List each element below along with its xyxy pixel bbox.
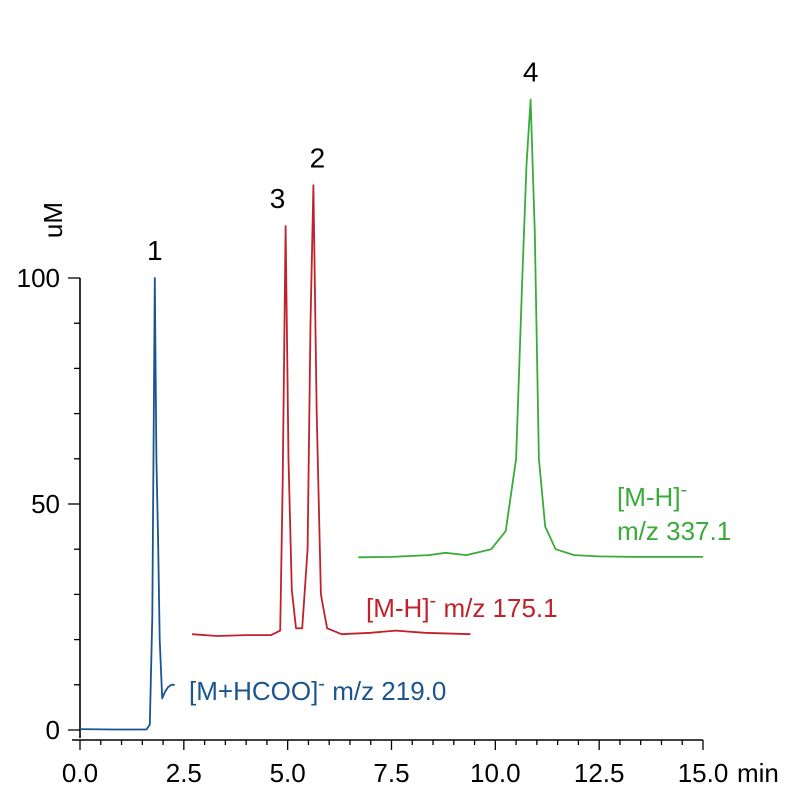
y-tick-label: 0 [46,715,60,745]
peak-label-2: 2 [310,142,326,173]
traces-group [79,98,703,731]
trace-line-3 [358,98,703,559]
trace-line-2 [192,184,471,637]
x-tick-label: 2.5 [166,758,202,788]
y-axis-title: uM [38,202,68,238]
x-tick-label: 7.5 [373,758,409,788]
y-tick-label: 50 [31,489,60,519]
annotation-series-1: [M+HCOO]- m/z 219.0 [189,673,446,706]
x-tick-label: 5.0 [270,758,306,788]
x-tick-label: 10.0 [470,758,521,788]
peak-label-3: 3 [270,183,286,214]
annotation-series-3-line-1: [M-H]- [617,479,687,512]
y-tick-label: 100 [17,263,60,293]
annotation-series-3-line-2: m/z 337.1 [617,516,731,546]
peak-label-1: 1 [147,235,163,266]
axes-group: 0.0 2.5 5.0 7.5 10.0 12.5 15.0 min 0 50 100 uM [17,202,779,788]
x-tick-label: 12.5 [574,758,625,788]
x-tick-label: 0.0 [62,758,98,788]
x-axis-title: min [737,758,779,788]
annotation-series-2: [M-H]- m/z 175.1 [366,590,558,623]
labels-group: 1 32 4 [M+HCOO]- m/z 219.0 [M-H]- m/z 175.1 [… [147,56,731,706]
trace-line-1 [79,277,175,731]
x-tick-label: 15.0 [678,758,729,788]
peak-label-4: 4 [523,56,539,87]
